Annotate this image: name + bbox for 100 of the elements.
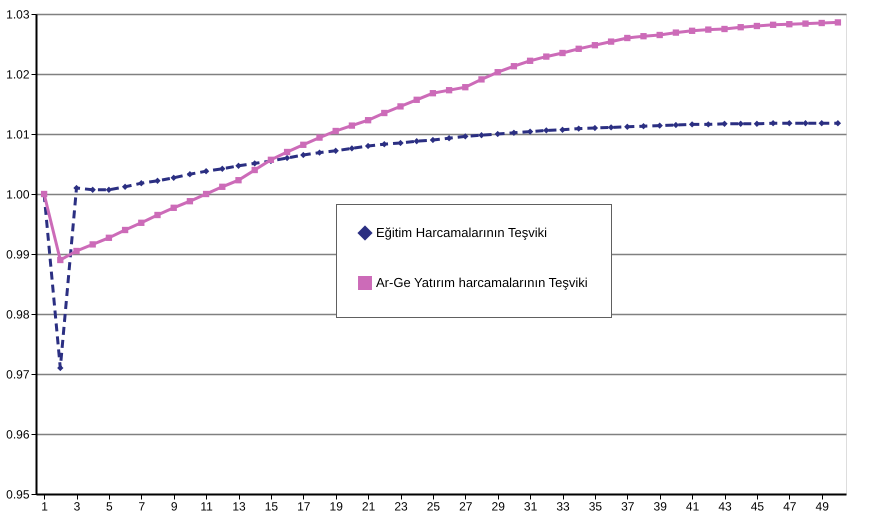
x-tick-label: 29 (492, 500, 506, 514)
point (754, 22, 760, 30)
point (543, 53, 550, 60)
point (57, 256, 64, 264)
point (300, 142, 306, 148)
point (624, 34, 630, 42)
x-tick-label: 47 (783, 500, 797, 514)
y-tick-label: 0.98 (6, 308, 30, 322)
point (462, 84, 468, 90)
point (738, 24, 744, 30)
point (770, 22, 776, 28)
point (414, 96, 420, 103)
point (559, 50, 566, 56)
x-tick-label: 23 (394, 500, 408, 514)
point (672, 29, 680, 36)
point (510, 63, 518, 70)
y-tick-label: 1.00 (6, 188, 30, 202)
y-tick-label: 0.99 (6, 248, 30, 262)
point (738, 120, 744, 127)
point (154, 178, 161, 184)
point (576, 46, 582, 52)
point (478, 132, 485, 138)
x-tick-label: 35 (588, 500, 602, 514)
x-tick-label: 27 (459, 500, 473, 514)
x-tick-label: 33 (556, 500, 570, 514)
point (397, 103, 404, 110)
point (430, 90, 436, 96)
point (284, 148, 290, 156)
point (106, 234, 112, 241)
point (381, 110, 388, 116)
x-tick-label: 45 (750, 500, 764, 514)
point (122, 184, 128, 190)
point (348, 145, 356, 152)
point (186, 198, 194, 204)
point (462, 133, 468, 140)
point (494, 69, 501, 76)
point (672, 122, 680, 128)
y-tick-label: 0.97 (6, 368, 30, 382)
x-tick-label: 21 (362, 500, 376, 514)
point (608, 124, 614, 131)
point (202, 168, 210, 174)
point (494, 130, 501, 138)
x-tick-label: 31 (524, 500, 538, 514)
point (170, 204, 177, 211)
point (705, 26, 712, 33)
x-tick-label: 43 (718, 500, 732, 514)
point (656, 122, 663, 129)
point (802, 20, 809, 27)
point (300, 152, 306, 158)
point (656, 32, 663, 38)
y-tick-label: 0.96 (6, 428, 30, 442)
x-tick-label: 3 (74, 500, 81, 514)
point (818, 20, 825, 26)
x-tick-label: 5 (106, 500, 114, 514)
y-tick-label: 1.02 (6, 68, 30, 82)
x-tick-label: 9 (170, 500, 178, 514)
point (316, 134, 323, 141)
y-tick-label: 1.01 (6, 128, 30, 142)
point (284, 154, 290, 162)
point (252, 166, 258, 174)
point (219, 184, 226, 190)
point (73, 248, 80, 254)
point (786, 21, 792, 28)
point (364, 117, 372, 124)
point (802, 120, 809, 126)
x-tick-label: 39 (654, 500, 668, 514)
point (364, 142, 372, 150)
x-tick-label: 13 (232, 500, 246, 514)
point (122, 226, 128, 234)
x-tick-label: 11 (200, 500, 214, 514)
x-tick-label: 37 (621, 500, 635, 514)
point (348, 122, 356, 129)
x-tick-label: 1 (41, 500, 48, 514)
point (332, 128, 339, 134)
x-tick-label: 15 (264, 500, 278, 514)
x-tick-label: 19 (330, 500, 344, 514)
x-tick-label: 49 (816, 500, 830, 514)
point (154, 212, 161, 218)
x-tick-label: 7 (138, 500, 146, 514)
point (592, 42, 598, 48)
point (640, 33, 647, 40)
point (543, 127, 550, 134)
point (106, 186, 112, 193)
x-tick-label: 17 (297, 500, 311, 514)
point (202, 190, 210, 198)
point (526, 58, 534, 64)
point (235, 177, 242, 184)
point (478, 76, 485, 83)
point (688, 28, 696, 34)
y-tick-label: 0.95 (6, 488, 30, 502)
x-tick-label: 25 (426, 500, 440, 514)
point (90, 241, 96, 248)
point (834, 19, 842, 26)
point (608, 38, 614, 45)
point (721, 26, 728, 32)
point (446, 87, 452, 94)
point (252, 160, 258, 167)
y-tick-label: 1.03 (6, 8, 30, 22)
legend-label: Eğitim Harcamalarının Teşviki (376, 225, 548, 240)
point (186, 171, 194, 178)
